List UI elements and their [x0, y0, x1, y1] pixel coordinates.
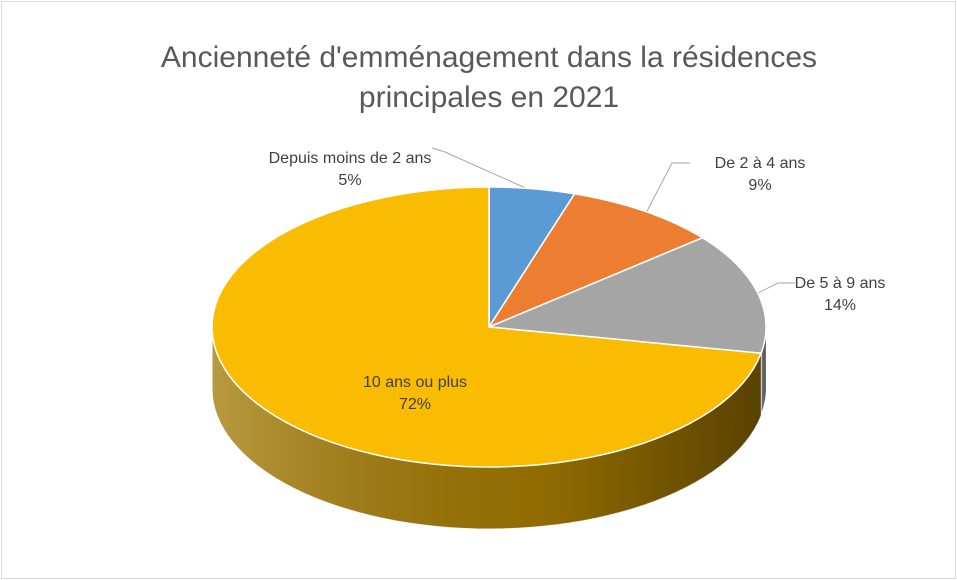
- slice: [487, 193, 705, 329]
- value-label: 14%: [823, 297, 857, 314]
- slice: [488, 236, 767, 355]
- category-label: 10 ans ou plus: [362, 374, 468, 391]
- category-label: Depuis moins de 2 ans: [268, 150, 432, 167]
- data-label: Depuis moins de 2 ans 5%: [269, 148, 432, 192]
- category-label: De 2 à 4 ans: [714, 155, 806, 172]
- data-label: 10 ans ou plus 72%: [363, 372, 467, 416]
- slice-side-shade: [761, 327, 766, 416]
- slice: [488, 186, 576, 330]
- leader-line: [644, 162, 690, 216]
- category-label: De 5 à 9 ans: [794, 275, 886, 292]
- slice: [211, 186, 763, 468]
- leader-line: [751, 282, 795, 297]
- chart-title: Ancienneté d'emménagement dans la réside…: [160, 41, 818, 114]
- data-label: De 2 à 4 ans 9%: [715, 153, 806, 197]
- slice-side-shade: [212, 327, 762, 529]
- value-label: 9%: [748, 177, 772, 194]
- value-label: 5%: [338, 172, 362, 189]
- data-label: De 5 à 9 ans 14%: [795, 273, 886, 317]
- value-label: 72%: [398, 396, 432, 413]
- leader-line: [431, 147, 531, 191]
